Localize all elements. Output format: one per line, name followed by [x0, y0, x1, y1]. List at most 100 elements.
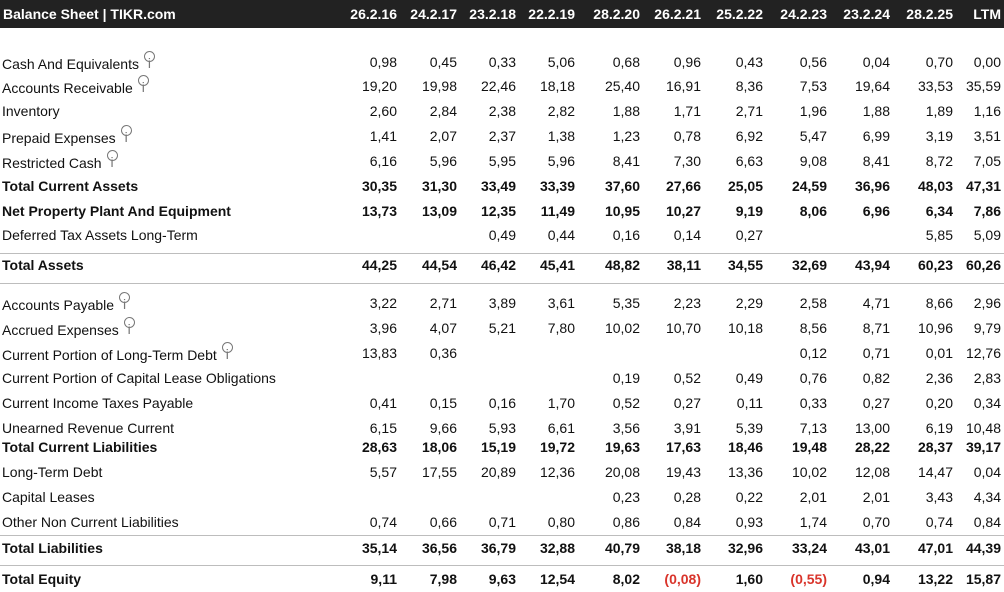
cell-value: 10,70 — [665, 320, 701, 336]
table-row: Accrued Expenses i 3,96 4,07 5,21 7,80 10,02 10… — [0, 317, 1004, 339]
cell-value: 60,26 — [965, 257, 1001, 273]
column-header-0: 26.2.16 — [350, 6, 397, 22]
cell-value: 4,34 — [973, 489, 1001, 505]
cell-value: 0,84 — [973, 514, 1001, 530]
cell-value: 48,03 — [917, 178, 953, 194]
row-label: Prepaid Expenses i — [2, 125, 132, 149]
cell-value: 7,30 — [673, 153, 701, 169]
cell-value: 2,58 — [799, 295, 827, 311]
cell-value: 1,60 — [735, 571, 763, 587]
cell-value: 2,83 — [973, 370, 1001, 386]
row-label: Total Equity — [2, 568, 81, 590]
cell-value: 0,49 — [735, 370, 763, 386]
cell-value: 9,79 — [973, 320, 1001, 336]
cell-value: 5,57 — [369, 464, 397, 480]
cell-value: 7,98 — [429, 571, 457, 587]
row-label-text: Total Liabilities — [2, 540, 103, 556]
cell-value: 1,70 — [547, 395, 575, 411]
table-row: Prepaid Expenses i 1,41 2,07 2,37 1,38 1,23 0,7… — [0, 125, 1004, 147]
info-icon[interactable]: i — [119, 292, 131, 312]
cell-value: 5,39 — [735, 420, 763, 436]
row-label-text: Current Income Taxes Payable — [2, 395, 194, 411]
cell-value: 3,91 — [673, 420, 701, 436]
cell-value: 44,25 — [361, 257, 397, 273]
cell-value: 5,96 — [547, 153, 575, 169]
row-label-text: Inventory — [2, 103, 60, 119]
cell-value: 0,45 — [429, 54, 457, 70]
cell-value: 3,22 — [369, 295, 397, 311]
row-label-text: Current Portion of Capital Lease Obligat… — [2, 370, 276, 386]
cell-value: 28,22 — [854, 439, 890, 455]
cell-value: 1,88 — [612, 103, 640, 119]
cell-value: 6,34 — [925, 203, 953, 219]
cell-value: 22,46 — [480, 78, 516, 94]
cell-value: 0,04 — [862, 54, 890, 70]
cell-value: 44,54 — [421, 257, 457, 273]
column-header-10: LTM — [973, 6, 1001, 22]
table-row: Cash And Equivalents i 0,98 0,45 0,33 5,06 0,6… — [0, 51, 1004, 73]
cell-value: 7,53 — [799, 78, 827, 94]
table-row: Net Property Plant And Equipment 13,73 13,… — [0, 200, 1004, 222]
cell-value: 0,74 — [925, 514, 953, 530]
cell-value: 46,42 — [480, 257, 516, 273]
cell-value: 35,14 — [361, 540, 397, 556]
row-label-text: Restricted Cash — [2, 155, 102, 171]
table-row: Total Equity 9,11 7,98 9,63 12,54 8,02 (0,08) 1… — [0, 568, 1004, 590]
cell-value: 38,18 — [665, 540, 701, 556]
cell-value: 3,61 — [547, 295, 575, 311]
cell-value: 33,24 — [791, 540, 827, 556]
cell-value: 12,36 — [539, 464, 575, 480]
cell-value: 40,79 — [604, 540, 640, 556]
cell-value: 8,66 — [925, 295, 953, 311]
cell-value: 0,68 — [612, 54, 640, 70]
cell-value: 15,87 — [965, 571, 1001, 587]
cell-value: 9,11 — [370, 571, 397, 587]
cell-value: 0,71 — [862, 345, 890, 361]
info-icon[interactable]: i — [106, 150, 118, 170]
table-title: Balance Sheet | TIKR.com — [3, 6, 176, 22]
cell-value: 1,96 — [799, 103, 827, 119]
cell-value: 7,13 — [799, 420, 827, 436]
cell-value: 2,07 — [429, 128, 457, 144]
row-label: Total Current Liabilities — [2, 436, 157, 458]
cell-value: 3,43 — [925, 489, 953, 505]
row-label-text: Accounts Payable — [2, 297, 115, 313]
info-icon[interactable]: i — [221, 342, 233, 362]
info-icon[interactable]: i — [143, 51, 155, 71]
cell-value: 1,89 — [925, 103, 953, 119]
row-divider — [0, 283, 1004, 284]
table-row: Total Current Assets 30,35 31,30 33,49 33,39… — [0, 175, 1004, 197]
cell-value: 10,96 — [917, 320, 953, 336]
cell-value: 2,96 — [973, 295, 1001, 311]
cell-value: 13,22 — [917, 571, 953, 587]
row-label-text: Total Current Assets — [2, 178, 139, 194]
cell-value: 15,19 — [480, 439, 516, 455]
cell-value: 0,49 — [488, 227, 516, 243]
cell-value: 19,64 — [854, 78, 890, 94]
cell-value: 0,76 — [799, 370, 827, 386]
cell-value: 12,54 — [539, 571, 575, 587]
row-label-text: Total Assets — [2, 257, 84, 273]
row-label: Accrued Expenses i — [2, 317, 135, 341]
cell-value: 6,61 — [547, 420, 575, 436]
row-label-text: Current Portion of Long-Term Debt — [2, 347, 217, 363]
row-label-text: Net Property Plant And Equipment — [2, 203, 231, 219]
cell-value: 47,31 — [965, 178, 1001, 194]
cell-value: 0,74 — [369, 514, 397, 530]
cell-value: 8,71 — [862, 320, 890, 336]
info-icon[interactable]: i — [120, 125, 132, 145]
info-icon[interactable]: i — [137, 75, 149, 95]
row-divider — [0, 253, 1004, 254]
cell-value: 0,44 — [547, 227, 575, 243]
row-label: Cash And Equivalents i — [2, 51, 155, 75]
info-icon[interactable]: i — [123, 317, 135, 337]
cell-value: 2,71 — [735, 103, 763, 119]
cell-value: 2,29 — [735, 295, 763, 311]
cell-value: 2,38 — [488, 103, 516, 119]
cell-value: 0,80 — [547, 514, 575, 530]
cell-value: 7,05 — [973, 153, 1001, 169]
cell-value: 37,60 — [604, 178, 640, 194]
cell-value: 0,70 — [862, 514, 890, 530]
cell-value: 1,71 — [673, 103, 701, 119]
cell-value: 47,01 — [917, 540, 953, 556]
